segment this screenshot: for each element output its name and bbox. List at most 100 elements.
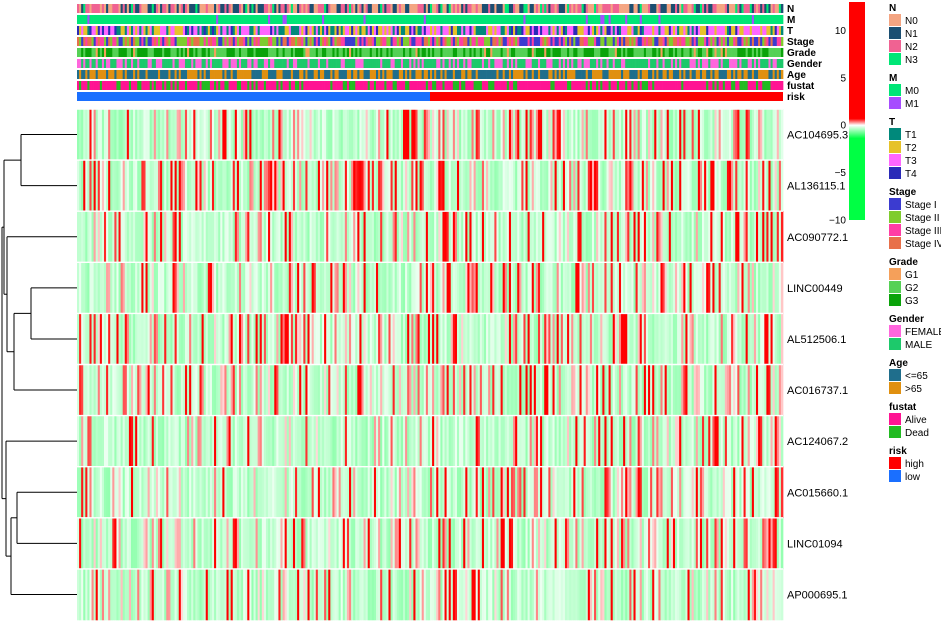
- track-cell: [751, 48, 755, 57]
- track-cell: [571, 26, 574, 35]
- track-cell: [542, 81, 545, 90]
- heatmap-cell: [722, 262, 726, 314]
- track-cell: [670, 59, 674, 68]
- track-cell: [486, 15, 489, 24]
- heatmap-cell: [170, 313, 173, 365]
- track-cell: [731, 48, 734, 57]
- heatmap-cell: [79, 109, 82, 161]
- track-cell: [575, 59, 578, 68]
- heatmap-cell: [236, 109, 240, 161]
- heatmap-cell: [654, 211, 657, 263]
- heatmap-cell: [436, 211, 439, 263]
- track-cell: [488, 81, 491, 90]
- track-cell: [284, 70, 288, 79]
- heatmap-cell: [635, 211, 638, 263]
- track-cell: [384, 81, 387, 90]
- heatmap-cell: [544, 160, 547, 212]
- heatmap-cell: [573, 313, 576, 365]
- heatmap-cell: [697, 364, 701, 416]
- heatmap-cell: [756, 109, 759, 161]
- heatmap-cell: [172, 109, 175, 161]
- heatmap-cell: [421, 313, 425, 365]
- track-cell: [504, 15, 508, 24]
- track-cell: [180, 70, 184, 79]
- track-cell: [467, 48, 470, 57]
- heatmap-cell: [77, 364, 80, 416]
- heatmap-cell: [704, 313, 707, 365]
- heatmap-cell: [299, 262, 302, 314]
- heatmap-cell: [191, 313, 194, 365]
- track-cell: [170, 15, 173, 24]
- track-cell: [718, 70, 722, 79]
- track-cell: [83, 37, 86, 46]
- track-cell: [724, 48, 728, 57]
- heatmap-cell: [434, 211, 437, 263]
- heatmap-cell: [600, 109, 603, 161]
- track-cell: [668, 4, 672, 13]
- track-cell: [367, 59, 371, 68]
- heatmap-cell: [463, 364, 466, 416]
- heatmap-cell: [498, 160, 501, 212]
- track-cell: [270, 48, 273, 57]
- heatmap-cell: [396, 160, 400, 212]
- heatmap-cell: [359, 364, 362, 416]
- track-cell: [780, 81, 784, 90]
- track-cell: [654, 59, 657, 68]
- heatmap-cell: [382, 415, 385, 467]
- heatmap-cell: [216, 415, 219, 467]
- heatmap-cell: [762, 160, 765, 212]
- heatmap-cell: [583, 211, 587, 263]
- track-cell: [367, 15, 371, 24]
- track-cell: [691, 26, 695, 35]
- track-cell: [585, 70, 589, 79]
- track-cell: [589, 48, 593, 57]
- track-cell: [342, 81, 346, 90]
- track-cell: [604, 26, 607, 35]
- track-cell: [276, 70, 279, 79]
- track-cell: [79, 48, 82, 57]
- heatmap-cell: [376, 262, 379, 314]
- track-cell: [529, 81, 533, 90]
- heatmap-cell: [450, 262, 454, 314]
- heatmap-cell: [392, 262, 396, 314]
- heatmap-cell: [201, 415, 205, 467]
- track-cell: [697, 37, 701, 46]
- track-cell: [591, 70, 595, 79]
- heatmap-cell: [515, 313, 518, 365]
- heatmap-cell: [371, 313, 375, 365]
- heatmap-cell: [695, 313, 699, 365]
- track-cell: [621, 81, 624, 90]
- track-cell: [477, 4, 481, 13]
- heatmap-cell: [758, 211, 761, 263]
- heatmap-cell: [187, 364, 190, 416]
- track-cell: [508, 26, 512, 35]
- track-cell: [562, 15, 566, 24]
- track-cell: [747, 81, 751, 90]
- heatmap-cell: [714, 109, 717, 161]
- heatmap-cell: [292, 211, 296, 263]
- track-cell: [120, 48, 124, 57]
- heatmap-cell: [172, 364, 175, 416]
- heatmap-cell: [776, 160, 780, 212]
- heatmap-cell: [211, 109, 215, 161]
- heatmap-cell: [675, 262, 678, 314]
- track-cell: [106, 26, 109, 35]
- heatmap-cell: [361, 262, 364, 314]
- track-cell: [517, 48, 520, 57]
- heatmap-cell: [637, 262, 641, 314]
- heatmap-cell: [762, 364, 765, 416]
- track-cell: [236, 70, 240, 79]
- track-cell: [525, 70, 528, 79]
- heatmap-cell: [77, 415, 80, 467]
- heatmap-cell: [540, 313, 543, 365]
- track-cell: [712, 15, 715, 24]
- track-cell: [672, 48, 676, 57]
- track-cell: [774, 81, 778, 90]
- track-cell: [336, 70, 339, 79]
- heatmap-cell: [388, 415, 391, 467]
- track-cell: [726, 59, 730, 68]
- track-cell: [93, 48, 97, 57]
- track-cell: [340, 15, 344, 24]
- heatmap-cell: [95, 364, 99, 416]
- heatmap-cell: [548, 313, 551, 365]
